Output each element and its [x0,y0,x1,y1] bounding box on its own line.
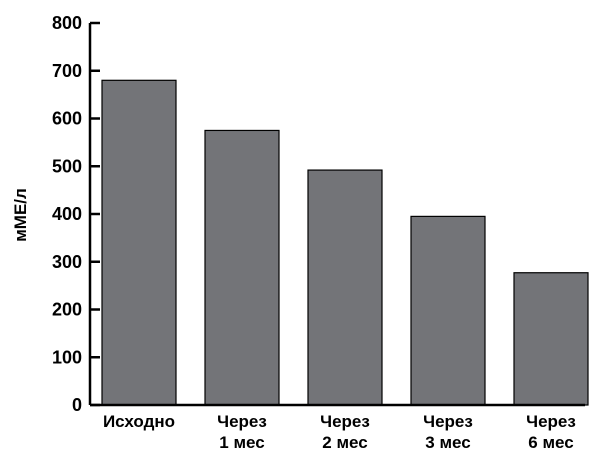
y-tick-label: 500 [52,156,82,176]
x-tick-label: Через 3 мес [423,412,473,452]
x-tick-label-line: Исходно [103,412,175,431]
bar [307,169,383,406]
x-tick-label-line: Через [217,412,267,431]
y-tick-label: 700 [52,61,82,81]
y-tick-label: 400 [52,204,82,224]
x-tick-label: Через 6 мес [526,412,576,452]
y-tick-label: 600 [52,109,82,129]
bar [513,272,589,406]
x-tick-label: Исходно [103,412,175,431]
bars [101,79,589,406]
x-tick-label: Через 2 мес [320,412,370,452]
y-tick-label: 800 [52,13,82,33]
x-tick-label-line: 1 мес [219,433,264,452]
x-tick-label-line: Через [423,412,473,431]
x-tick-label-line: Через [320,412,370,431]
bar [410,215,486,406]
bar [204,129,280,406]
y-tick-label: 200 [52,300,82,320]
y-tick-label: 100 [52,347,82,367]
y-axis-title: мМЕ/л [11,188,30,242]
y-tick-label: 0 [72,395,82,415]
bar [101,79,177,406]
x-tick-label-line: 6 мес [528,433,573,452]
x-tick-label: Через 1 мес [217,412,267,452]
x-tick-label-line: Через [526,412,576,431]
x-tick-label-line: 2 мес [322,433,367,452]
x-tick-label-line: 3 мес [425,433,470,452]
y-axis-ticks: 0 100 200 300 400 500 600 700 800 [52,13,100,415]
y-tick-label: 300 [52,252,82,272]
